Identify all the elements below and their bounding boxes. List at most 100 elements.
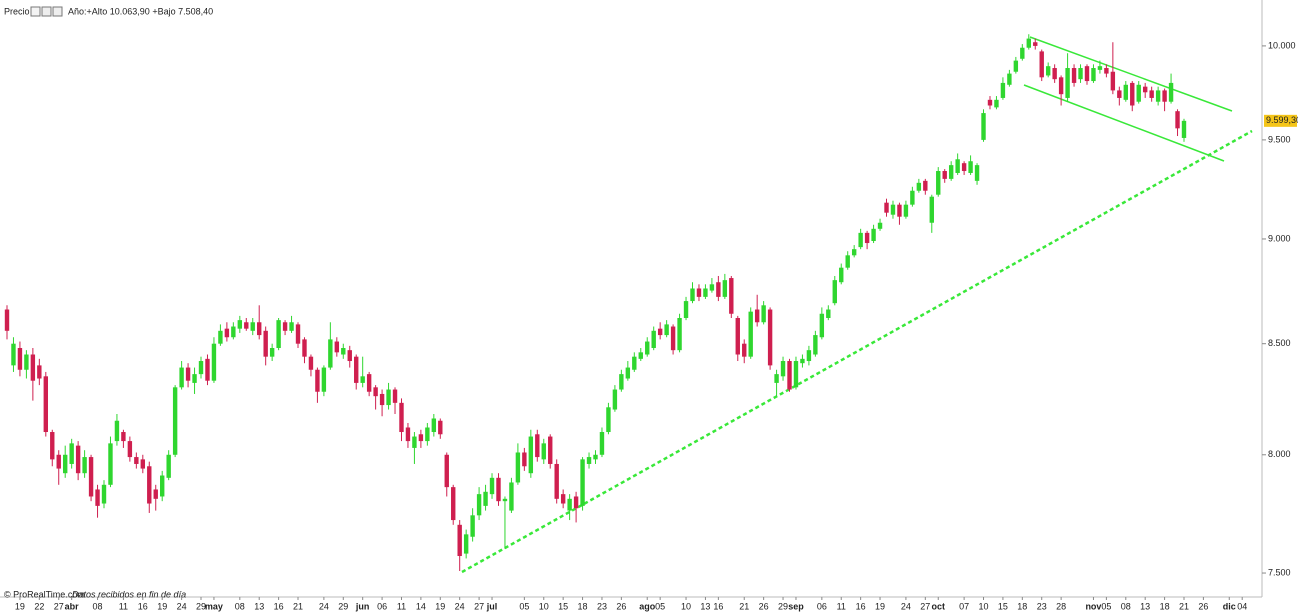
candle-body: [664, 324, 669, 336]
candle-body: [1091, 68, 1096, 82]
candle-body: [683, 301, 689, 319]
y-tick-label: 8.500: [1268, 338, 1291, 348]
candle-body: [515, 452, 521, 483]
x-tick-label: 24: [455, 601, 465, 611]
y-tick-label: 8.000: [1268, 449, 1291, 459]
icon-props[interactable]: [41, 6, 52, 17]
candle-body: [82, 457, 87, 474]
candle-body: [328, 339, 333, 368]
candle-body: [418, 434, 424, 442]
x-tick-label: 19: [15, 601, 25, 611]
candle-body: [638, 352, 643, 359]
candle-body: [871, 228, 876, 241]
x-tick-label: 16: [138, 601, 148, 611]
candle-body: [864, 232, 870, 244]
candle-body: [897, 204, 902, 217]
candle-body: [832, 280, 837, 304]
x-tick-label: 24: [901, 601, 911, 611]
x-tick-label: 05: [655, 601, 665, 611]
candle-body: [780, 361, 786, 377]
candle-body: [438, 420, 443, 435]
candle-body: [1045, 66, 1051, 76]
candle-body: [787, 361, 792, 390]
candle-body: [1033, 42, 1038, 46]
candle-body: [334, 341, 340, 353]
x-tick-label: 13: [700, 601, 710, 611]
x-tick-label: 26: [616, 601, 626, 611]
candle-body: [535, 434, 540, 458]
toolbar-icons[interactable]: [30, 6, 63, 17]
candle-body: [851, 249, 857, 256]
candle-body: [451, 487, 456, 521]
candle-body: [185, 367, 191, 381]
candle-body: [1117, 90, 1122, 98]
x-tick-label: 27: [474, 601, 484, 611]
candle-body: [198, 361, 204, 375]
icon-wrench[interactable]: [30, 6, 41, 17]
candle-body: [632, 356, 637, 370]
candle-body: [670, 326, 676, 351]
x-tick-label: 11: [837, 601, 846, 611]
candle-body: [916, 182, 922, 191]
panel-title: Precio: [4, 6, 30, 16]
candle-body: [147, 466, 152, 504]
candle-body: [11, 343, 16, 366]
candle-body: [722, 280, 728, 297]
candle-body: [282, 322, 288, 331]
candle-body: [619, 374, 624, 390]
candle-body: [496, 477, 501, 502]
x-tick-label: 16: [274, 601, 284, 611]
candle-body: [1136, 84, 1141, 102]
candle-body: [127, 441, 133, 458]
candle-body: [24, 354, 29, 370]
candle-body: [360, 376, 365, 383]
candle-body: [192, 374, 197, 383]
candle-body: [645, 341, 650, 355]
candle-body: [153, 489, 158, 499]
candle-body: [826, 309, 831, 319]
x-tick-label: 08: [1121, 601, 1131, 611]
candle-body: [890, 204, 896, 215]
candle-body: [1162, 90, 1167, 102]
candle-body: [884, 202, 889, 213]
x-tick-label: dic: [1223, 601, 1236, 611]
candle-body: [244, 322, 249, 329]
candle-body: [1013, 60, 1019, 72]
candle-body: [88, 457, 94, 497]
candle-body: [1110, 71, 1116, 91]
candle-body: [17, 348, 23, 370]
x-tick-label: 13: [254, 601, 264, 611]
candle-body: [813, 335, 818, 355]
candle-body: [955, 159, 960, 173]
footer-note: Datos recibidos en fin de día: [72, 589, 186, 599]
last-price-label: 9.599,30: [1266, 115, 1298, 125]
x-tick-label: 23: [597, 601, 607, 611]
x-tick-label: 19: [435, 601, 445, 611]
x-tick-label: sep: [788, 601, 804, 611]
candle-body: [528, 436, 534, 474]
candle-body: [541, 443, 546, 460]
x-tick-label: 24: [177, 601, 187, 611]
candle-body: [716, 282, 721, 297]
x-tick-label: 19: [875, 601, 885, 611]
candle-body: [690, 288, 695, 302]
candle-body: [502, 498, 508, 502]
footer-brand: © ProRealTime.com: [4, 589, 85, 599]
candle-body: [554, 463, 559, 499]
y-tick-label: 10.000: [1268, 40, 1296, 50]
x-tick-label: 27: [920, 601, 930, 611]
candle-body: [677, 318, 682, 351]
x-tick-label: 07: [959, 601, 969, 611]
x-tick-label: 08: [235, 601, 245, 611]
candle-body: [696, 288, 702, 297]
candle-body: [586, 457, 592, 464]
x-tick-label: 05: [519, 601, 529, 611]
candle-body: [839, 267, 844, 283]
candle-body: [50, 432, 55, 460]
candle-body: [509, 482, 514, 511]
icon-close[interactable]: [52, 6, 63, 17]
candle-body: [302, 339, 307, 357]
candle-body: [231, 326, 236, 338]
x-tick-label: 10: [681, 601, 691, 611]
candle-body: [114, 420, 120, 442]
